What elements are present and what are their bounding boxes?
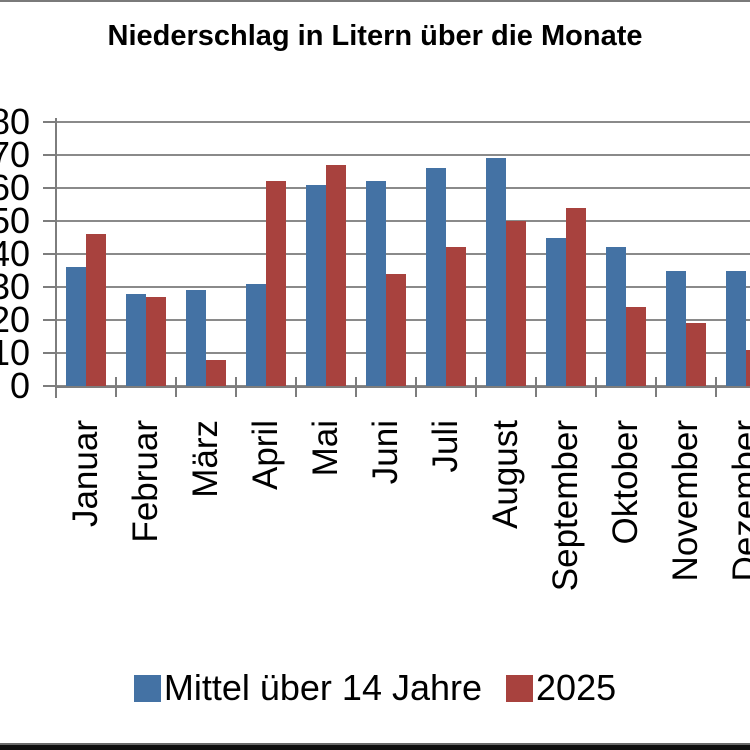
- y-tick-50: [43, 220, 55, 222]
- bar-april-mittel: [246, 283, 266, 386]
- month-label-august: August: [486, 420, 525, 529]
- bar-mai-2025: [326, 164, 346, 386]
- bar-märz-2025: [206, 359, 226, 386]
- month-label-märz: März: [186, 420, 225, 498]
- bar-september-2025: [566, 207, 586, 386]
- x-tick-11: [715, 377, 717, 397]
- y-tick-0: [43, 385, 55, 387]
- legend-swatch-blue: [133, 674, 161, 702]
- y-axis-label-30: 30: [0, 266, 30, 307]
- x-tick-8: [535, 377, 537, 397]
- gridline-80: [55, 121, 750, 123]
- month-label-november: November: [666, 420, 705, 582]
- chart-legend: Mittel über 14 Jahre 2025: [0, 668, 750, 708]
- bar-februar-2025: [146, 296, 166, 386]
- bar-august-mittel: [486, 158, 506, 386]
- bottom-border-strip: [0, 745, 750, 750]
- month-label-mai: Mai: [306, 420, 345, 477]
- y-axis-label-70: 70: [0, 134, 30, 175]
- x-tick-6: [415, 377, 417, 397]
- bar-november-2025: [686, 323, 706, 386]
- y-axis-label-60: 60: [0, 167, 30, 208]
- gridline-60: [55, 187, 750, 189]
- bar-juli-2025: [446, 247, 466, 386]
- x-tick-4: [295, 377, 297, 397]
- y-tick-60: [43, 187, 55, 189]
- x-tick-1: [115, 377, 117, 397]
- month-label-september: September: [546, 420, 585, 592]
- month-label-juni: Juni: [366, 420, 405, 485]
- y-axis-line: [55, 118, 57, 398]
- x-tick-9: [595, 377, 597, 397]
- month-label-oktober: Oktober: [606, 420, 645, 545]
- y-axis-label-40: 40: [0, 233, 30, 274]
- chart-title: Niederschlag in Litern über die Monate: [107, 20, 643, 52]
- x-tick-7: [475, 377, 477, 397]
- bottom-border-line: [0, 743, 750, 745]
- month-label-januar: Januar: [66, 420, 105, 528]
- bar-januar-2025: [86, 234, 106, 386]
- bar-februar-mittel: [126, 293, 146, 386]
- x-tick-3: [235, 377, 237, 397]
- bar-september-mittel: [546, 237, 566, 386]
- x-tick-2: [175, 377, 177, 397]
- y-tick-30: [43, 286, 55, 288]
- bar-november-mittel: [666, 270, 686, 386]
- y-axis-label-80: 80: [0, 101, 30, 142]
- month-label-april: April: [246, 420, 285, 491]
- y-tick-10: [43, 352, 55, 354]
- bar-juni-mittel: [366, 181, 386, 386]
- legend-label-mittel: Mittel über 14 Jahre: [163, 667, 483, 708]
- y-axis-label-50: 50: [0, 200, 30, 241]
- legend-item-2025: 2025: [506, 668, 616, 708]
- y-tick-70: [43, 154, 55, 156]
- gridline-50: [55, 220, 750, 222]
- y-axis-label-20: 20: [0, 299, 30, 340]
- bar-juli-mittel: [426, 168, 446, 386]
- y-tick-40: [43, 253, 55, 255]
- legend-label-2025: 2025: [536, 667, 617, 708]
- legend-item-mittel: Mittel über 14 Jahre: [133, 667, 483, 708]
- bar-mai-mittel: [306, 184, 326, 386]
- top-border-strip: [0, 0, 750, 2]
- gridline-70: [55, 154, 750, 156]
- month-label-juli: Juli: [426, 420, 465, 473]
- month-label-dezember: Dezember: [726, 420, 750, 582]
- bar-april-2025: [266, 181, 286, 386]
- x-tick-10: [655, 377, 657, 397]
- bar-dezember-2025: [746, 349, 750, 386]
- gridline-40: [55, 253, 750, 255]
- bar-oktober-2025: [626, 306, 646, 386]
- legend-swatch-red: [506, 674, 534, 702]
- bar-märz-mittel: [186, 290, 206, 386]
- bar-juni-2025: [386, 273, 406, 386]
- bar-dezember-mittel: [726, 270, 746, 386]
- y-tick-80: [43, 121, 55, 123]
- bar-oktober-mittel: [606, 247, 626, 386]
- y-axis-label-10: 10: [0, 332, 30, 373]
- y-tick-20: [43, 319, 55, 321]
- month-label-februar: Februar: [126, 420, 165, 543]
- bar-januar-mittel: [66, 267, 86, 386]
- x-tick-5: [355, 377, 357, 397]
- y-axis-label-0: 0: [9, 365, 30, 406]
- bar-august-2025: [506, 221, 526, 386]
- x-axis-line: [55, 386, 750, 388]
